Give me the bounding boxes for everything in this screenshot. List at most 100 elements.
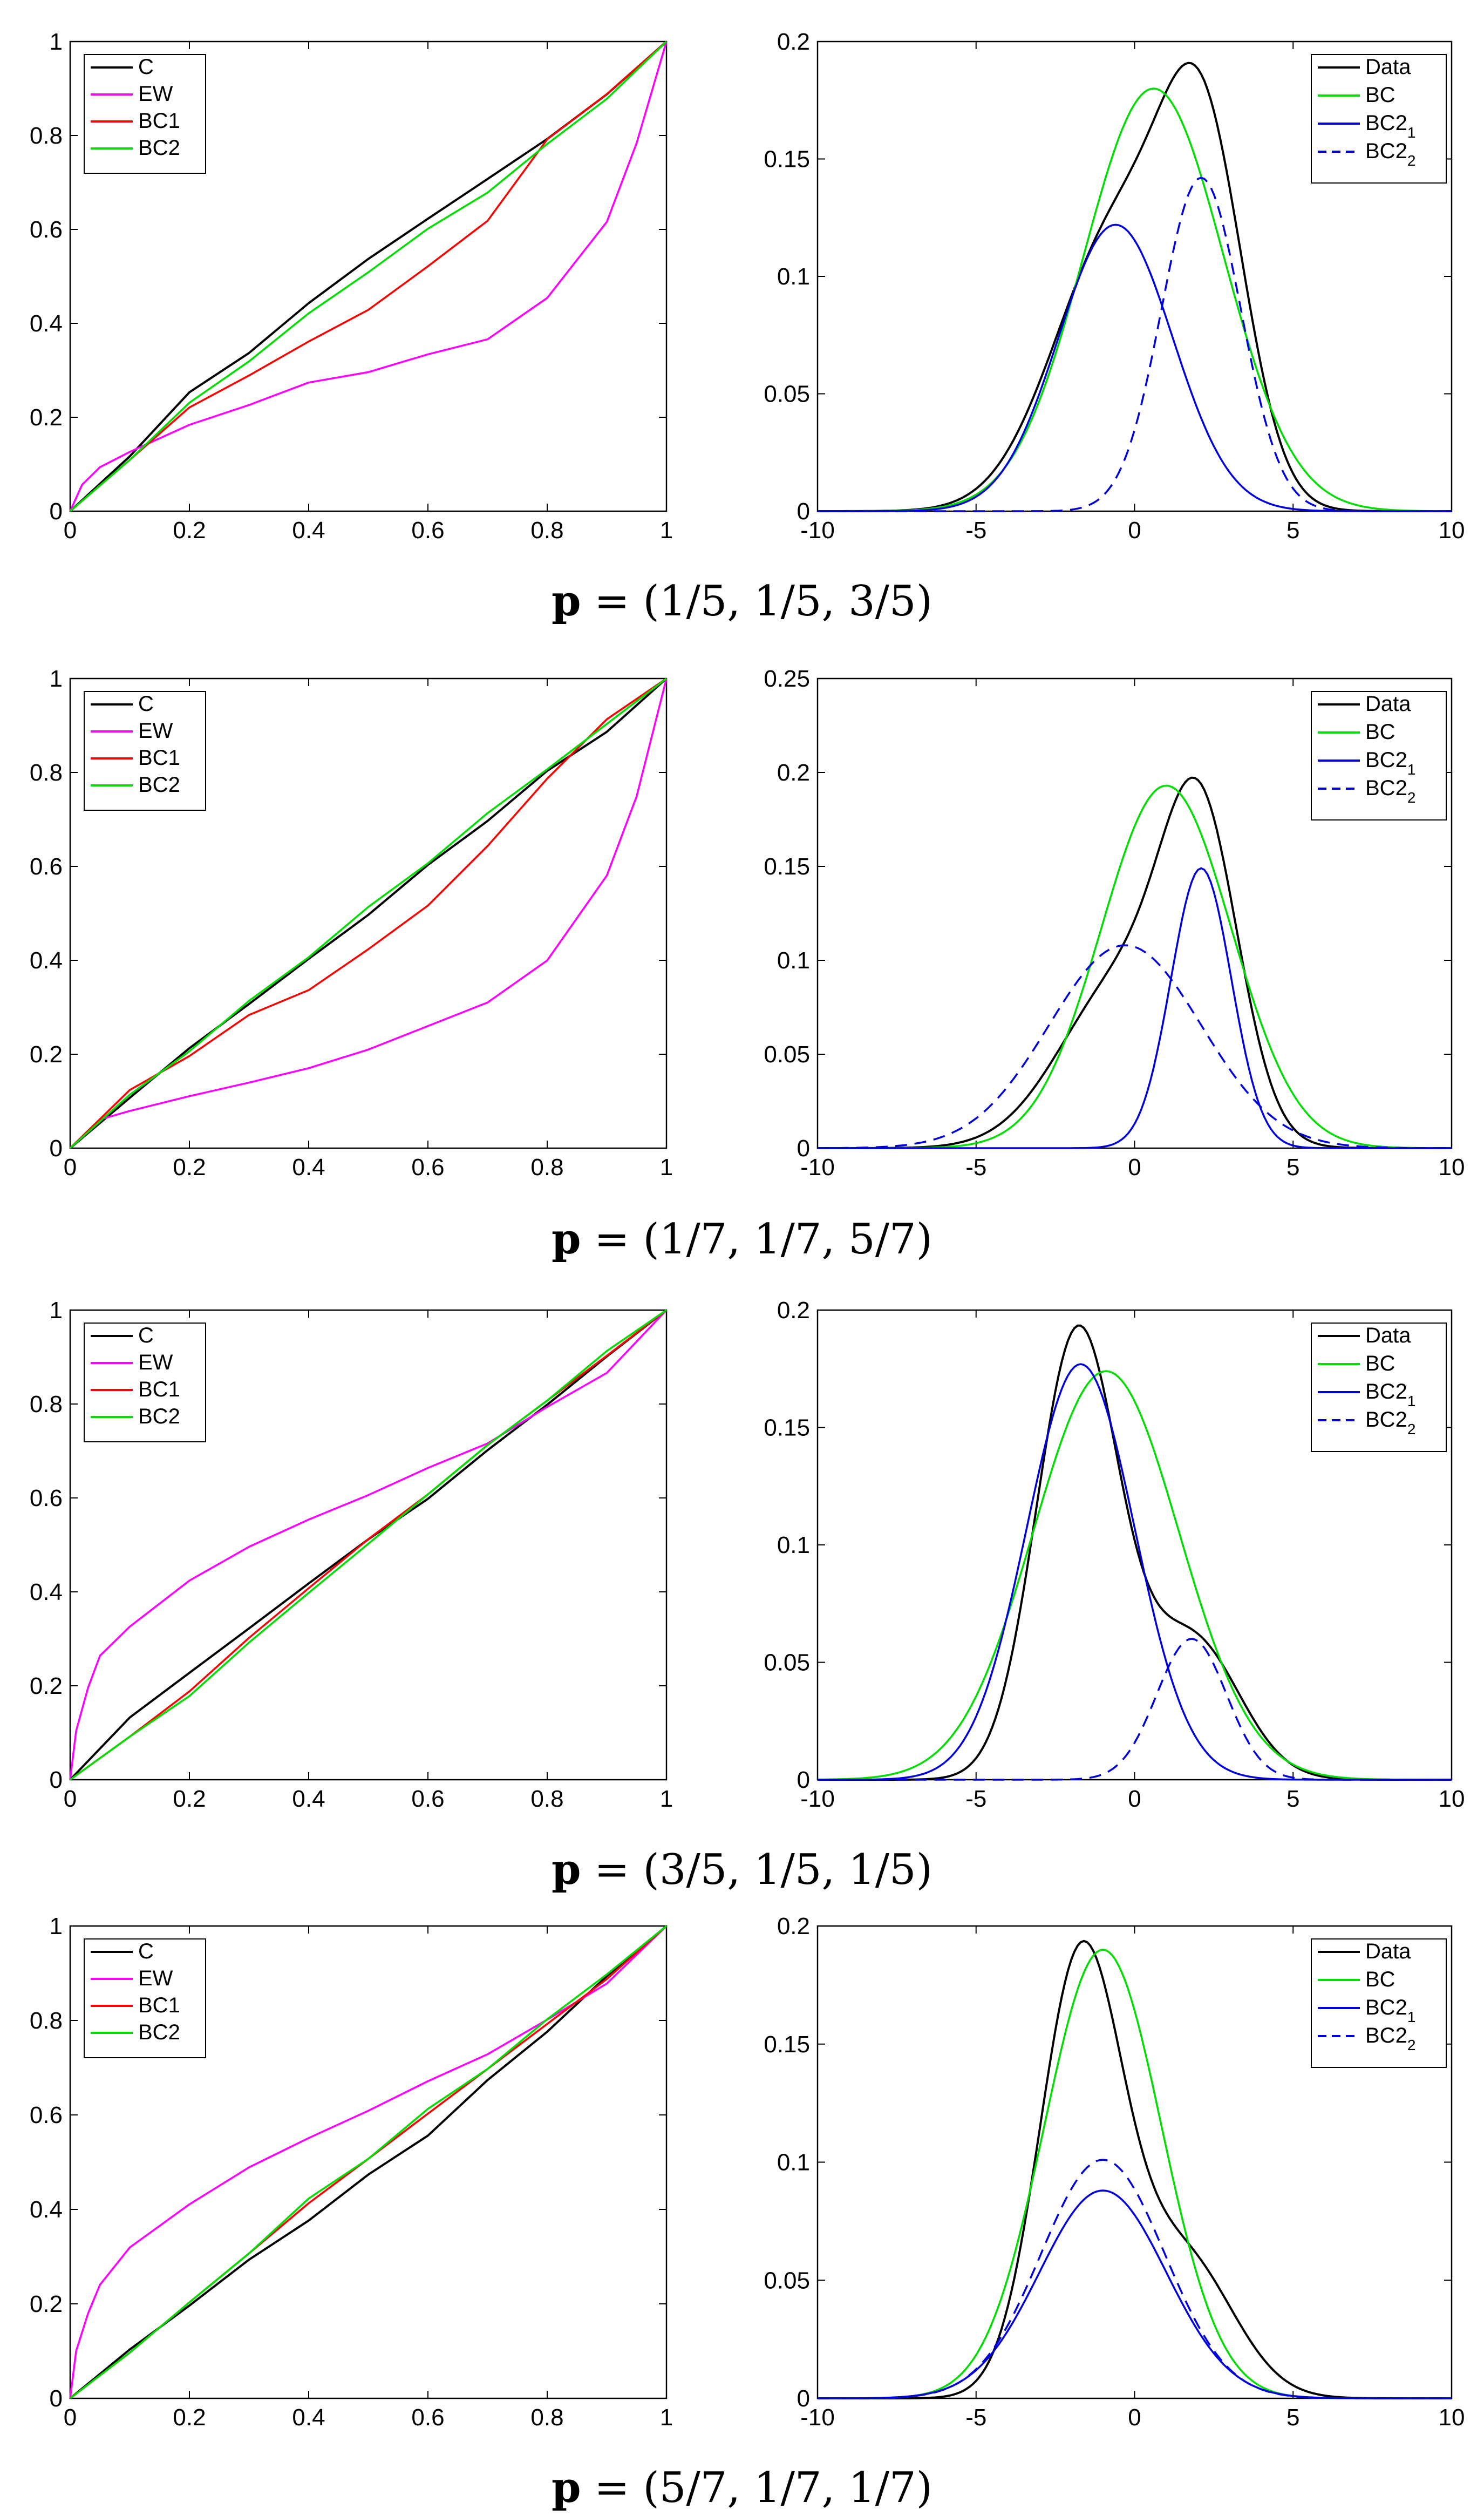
y-tick-label: 0: [797, 2385, 810, 2412]
x-tick-label: 0.4: [292, 517, 325, 544]
legend-box: [84, 1938, 206, 2058]
y-tick-label: 0.2: [777, 759, 810, 786]
y-tick-label: 0.25: [764, 666, 810, 692]
legend-label: BC21: [1365, 111, 1415, 141]
y-tick-label: 0.8: [30, 123, 63, 149]
x-tick-label: 0: [1128, 1786, 1141, 1812]
legend-label: Data: [1365, 692, 1411, 716]
series-ew: [69, 41, 668, 512]
y-tick-label: 0.1: [777, 2149, 810, 2176]
x-tick-label: 1: [660, 1154, 673, 1181]
y-tick-label: 1: [50, 666, 63, 692]
x-tick-label: 1: [660, 517, 673, 544]
x-tick-label: -5: [965, 1786, 986, 1812]
x-tick-label: 1: [660, 2404, 673, 2431]
series-bc2: [69, 677, 668, 1149]
legend-label: BC2: [138, 136, 180, 160]
y-tick-label: 0: [797, 1767, 810, 1793]
x-tick-label: 0.2: [173, 1786, 206, 1812]
caption-4: p = (5/7, 1/7, 1/7): [552, 2463, 932, 2512]
y-tick-label: 0.4: [30, 2196, 63, 2223]
y-tick-label: 0.8: [30, 1391, 63, 1418]
y-tick-label: 0.8: [30, 2008, 63, 2034]
x-tick-label: 5: [1286, 517, 1299, 544]
y-tick-label: 0.15: [764, 2031, 810, 2058]
x-tick-label: 10: [1439, 517, 1465, 544]
y-tick-label: 0.2: [30, 1673, 63, 1699]
series-bc2: [69, 1925, 668, 2399]
legend: C EW BC1 BC2: [84, 54, 206, 174]
y-tick-label: 0.2: [777, 1913, 810, 1939]
legend-box: [1311, 691, 1447, 820]
series-bc1: [69, 677, 667, 1149]
y-tick-label: 0.05: [764, 1041, 810, 1068]
legend-label: BC2: [138, 1405, 180, 1428]
legend-label: BC21: [1365, 748, 1415, 778]
legend-box: [1311, 54, 1447, 184]
x-tick-label: 0.6: [411, 517, 444, 544]
x-tick-label: 0: [64, 1154, 77, 1181]
y-tick-label: 0.2: [30, 404, 63, 431]
x-tick-label: 0.4: [292, 1154, 325, 1181]
y-tick-label: 0: [797, 498, 810, 525]
x-tick-label: -5: [965, 517, 986, 544]
legend-label: EW: [138, 719, 173, 743]
legend-label: EW: [138, 82, 173, 106]
x-tick-label: 10: [1439, 1786, 1465, 1812]
x-tick-label: 0: [64, 1786, 77, 1812]
x-tick-label: 0.4: [292, 2404, 325, 2431]
y-tick-label: 1: [50, 29, 63, 55]
x-tick-label: 0.2: [173, 1154, 206, 1181]
legend-box: [84, 54, 206, 174]
legend: C EW BC1 BC2: [84, 691, 206, 811]
legend-label: EW: [138, 1351, 173, 1374]
legend: C EW BC1 BC2: [84, 1938, 206, 2058]
legend-label: BC1: [138, 1378, 180, 1401]
series-ew: [69, 678, 668, 1149]
caption-2: p = (1/7, 1/7, 5/7): [552, 1215, 932, 1264]
legend-label: EW: [138, 1966, 173, 1990]
caption-3: p = (3/5, 1/5, 1/5): [552, 1845, 932, 1894]
y-tick-label: 0.2: [30, 1041, 63, 1068]
x-tick-label: 0.6: [411, 1154, 444, 1181]
y-tick-label: 0.2: [777, 29, 810, 55]
series-bc2: [69, 1309, 667, 1781]
legend-label: BC2: [138, 773, 180, 797]
x-tick-label: 0.8: [530, 1786, 563, 1812]
y-tick-label: 0.1: [777, 947, 810, 974]
legend-label: BC1: [138, 746, 180, 770]
x-tick-label: 0.6: [411, 1786, 444, 1812]
x-tick-label: -10: [800, 2404, 835, 2431]
x-tick-label: 0.2: [173, 517, 206, 544]
series-bc2: [69, 40, 668, 512]
y-tick-label: 0.4: [30, 1579, 63, 1605]
y-tick-label: 0.1: [777, 263, 810, 290]
legend-box: [84, 691, 206, 811]
x-tick-label: 5: [1286, 2404, 1299, 2431]
x-tick-label: 10: [1439, 1154, 1465, 1181]
y-tick-label: 0.05: [764, 2267, 810, 2294]
y-tick-label: 0.15: [764, 853, 810, 880]
legend-box: [84, 1323, 206, 1442]
x-tick-label: 0.2: [173, 2404, 206, 2431]
x-tick-label: -5: [965, 1154, 986, 1181]
series-bc2-1: [818, 867, 1452, 1149]
x-tick-label: 0: [1128, 517, 1141, 544]
y-tick-label: 0.1: [777, 1532, 810, 1558]
x-tick-label: 0.8: [530, 1154, 563, 1181]
legend-label: BC22: [1365, 139, 1415, 169]
legend-label: BC21: [1365, 1380, 1415, 1409]
legend-box: [1311, 1323, 1447, 1452]
series-ew: [69, 1309, 668, 1780]
legend-label: BC1: [138, 109, 180, 133]
legend-label: Data: [1365, 1939, 1411, 1963]
y-tick-label: 0.2: [30, 2291, 63, 2317]
x-tick-label: -10: [800, 1154, 835, 1181]
y-tick-label: 0.15: [764, 1415, 810, 1441]
